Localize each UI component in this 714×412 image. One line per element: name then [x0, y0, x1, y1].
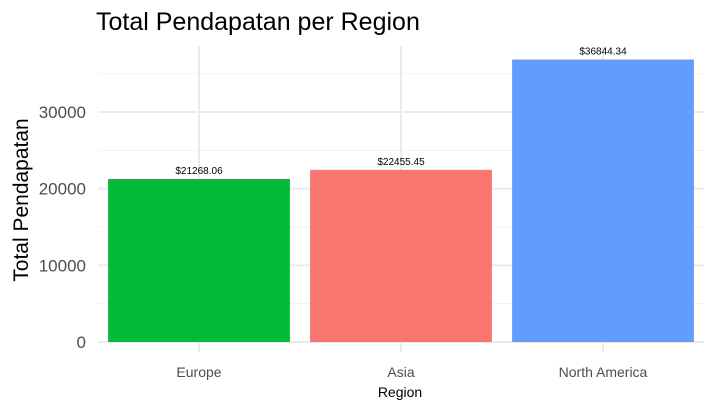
data-label: $36844.34 — [579, 47, 627, 58]
y-tick-label: 10000 — [39, 256, 86, 275]
data-label: $22455.45 — [377, 157, 425, 168]
x-tick-label: Asia — [387, 364, 414, 380]
data-label: $21268.06 — [175, 166, 223, 177]
x-tick-label: North America — [559, 364, 648, 380]
x-axis-ticks: Europe Asia North America — [176, 364, 647, 380]
chart-title: Total Pendapatan per Region — [96, 8, 420, 36]
y-tick-label: 20000 — [39, 180, 86, 199]
bar-asia — [310, 169, 492, 342]
x-axis-label: Region — [378, 384, 422, 400]
bar-north-america — [512, 59, 694, 342]
y-axis-label: Total Pendapatan — [10, 118, 33, 281]
y-tick-label: 30000 — [39, 103, 86, 122]
data-labels: $21268.06 $22455.45 $36844.34 — [175, 47, 627, 177]
x-tick-label: Europe — [176, 364, 221, 380]
y-tick-label: 0 — [77, 333, 86, 352]
bars — [108, 59, 694, 342]
bar-europe — [108, 178, 290, 342]
y-axis-ticks: 0 10000 20000 30000 — [39, 103, 86, 352]
